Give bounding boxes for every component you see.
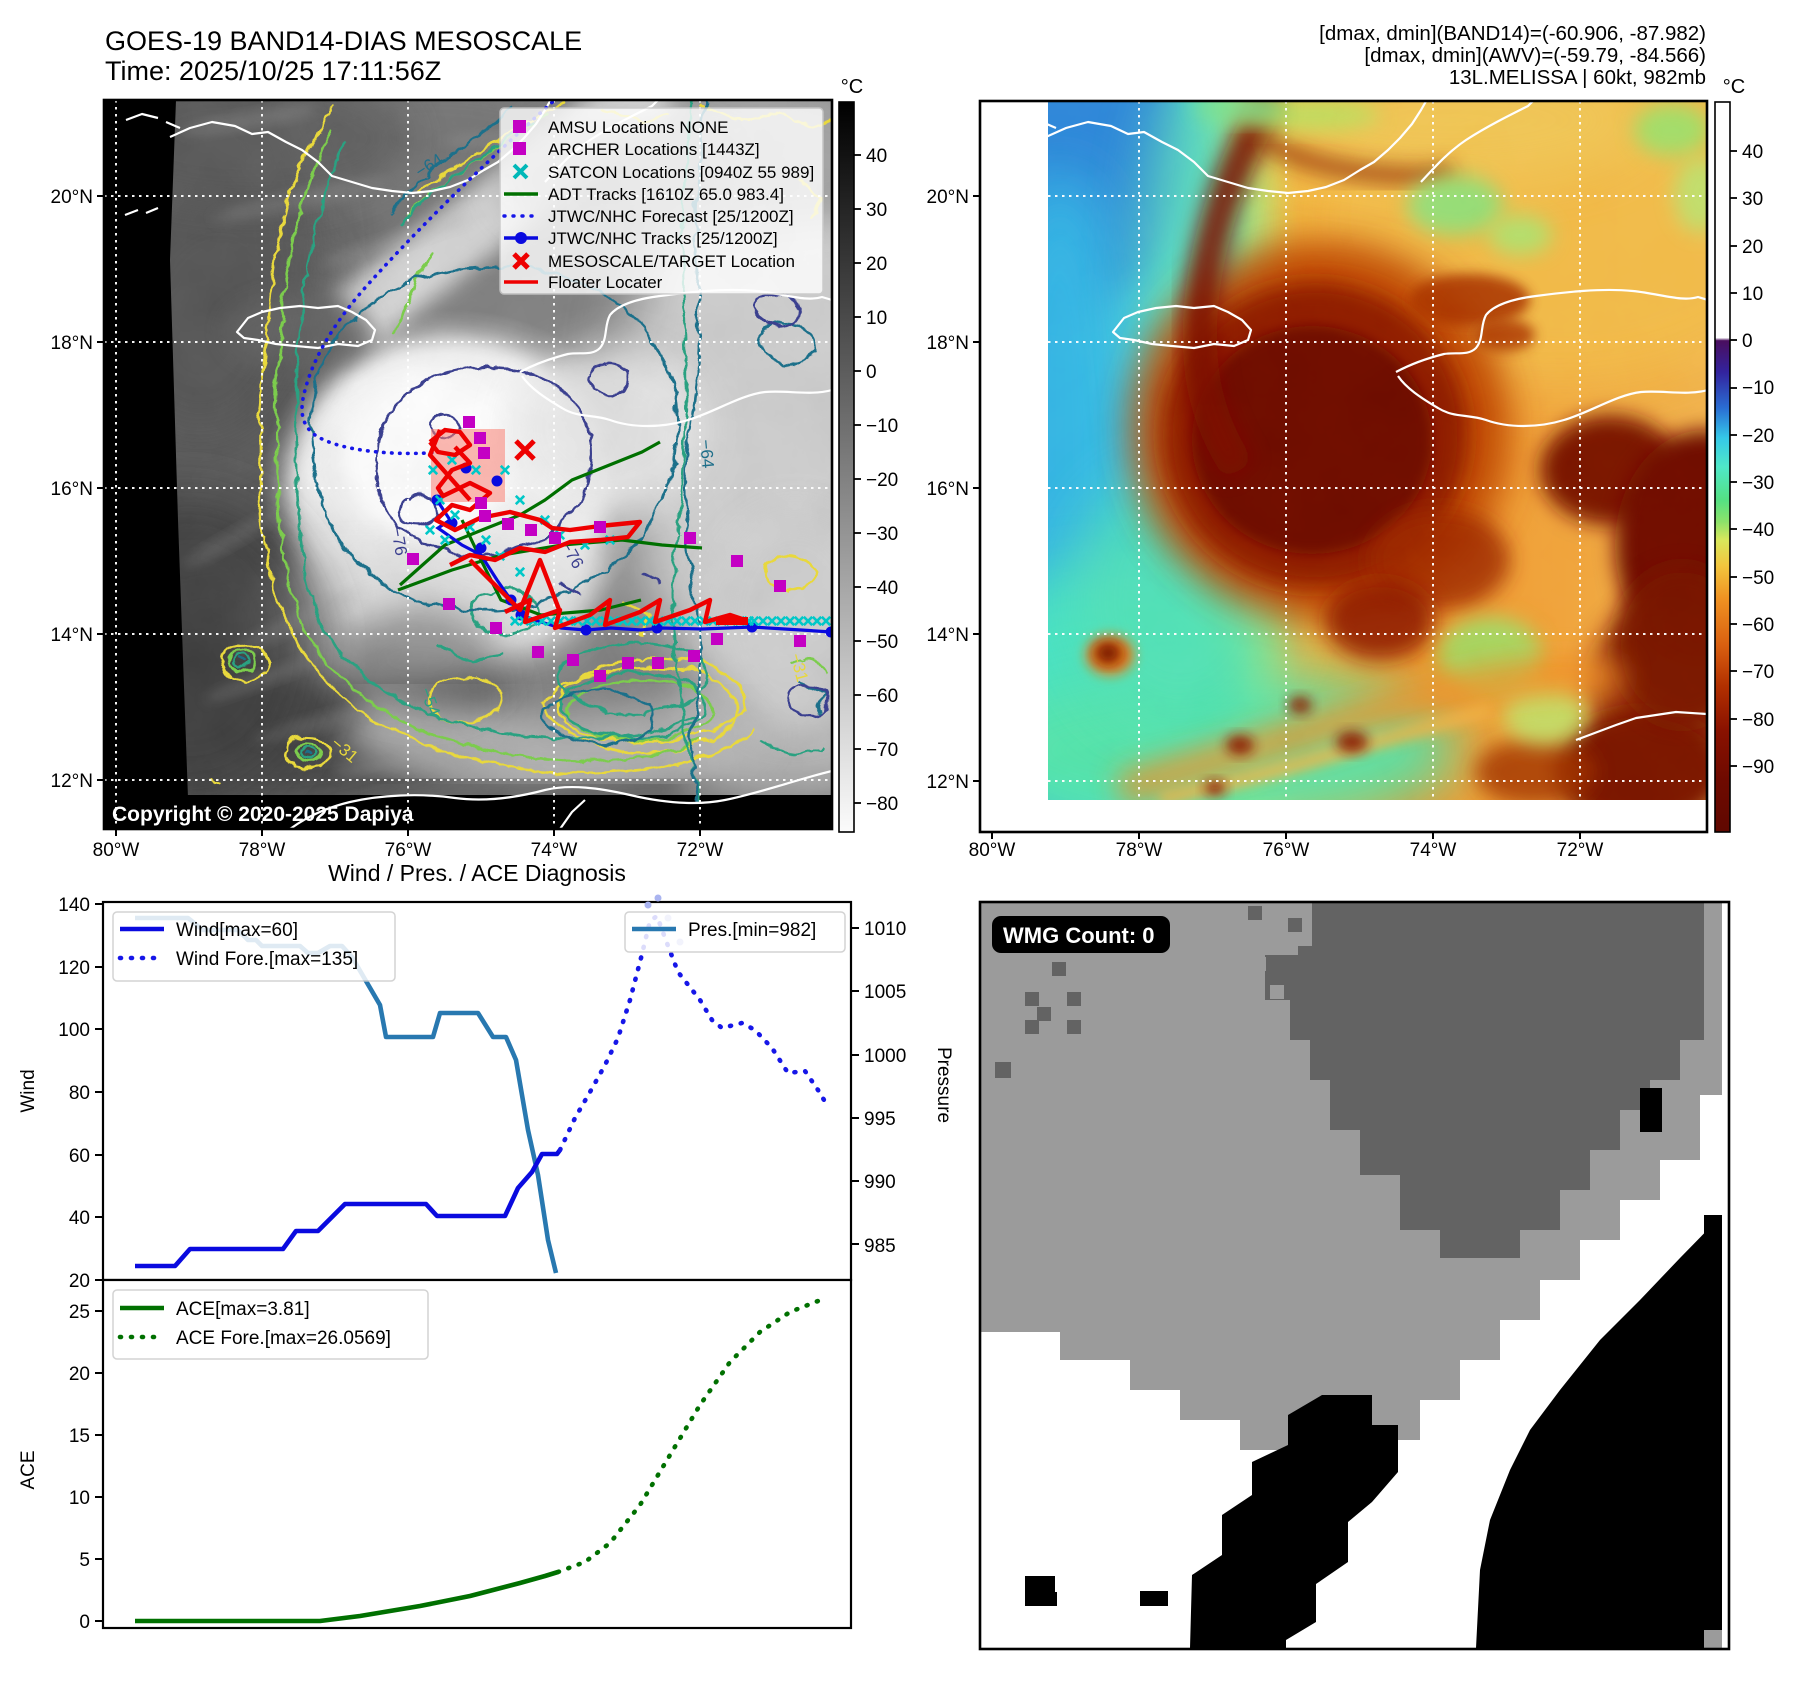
svg-text:−70: −70: [866, 740, 898, 761]
svg-text:80°W: 80°W: [93, 840, 140, 861]
svg-text:16°N: 16°N: [51, 479, 93, 500]
svg-text:78°W: 78°W: [239, 840, 286, 861]
svg-text:−50: −50: [1742, 568, 1774, 589]
svg-text:ARCHER Locations [1443Z]: ARCHER Locations [1443Z]: [548, 140, 760, 159]
svg-text:MESOSCALE/TARGET Location: MESOSCALE/TARGET Location: [548, 252, 795, 271]
svg-text:WMG Count: 0: WMG Count: 0: [1003, 923, 1155, 948]
svg-text:15: 15: [69, 1426, 90, 1447]
svg-text:SATCON Locations [0940Z 55 989: SATCON Locations [0940Z 55 989]: [548, 163, 814, 182]
svg-text:−10: −10: [866, 416, 898, 437]
svg-text:78°W: 78°W: [1116, 840, 1163, 861]
svg-text:72°W: 72°W: [1557, 840, 1604, 861]
svg-text:0: 0: [866, 362, 877, 383]
svg-text:JTWC/NHC Forecast [25/1200Z]: JTWC/NHC Forecast [25/1200Z]: [548, 207, 794, 226]
svg-text:Pressure: Pressure: [933, 1047, 954, 1123]
svg-text:18°N: 18°N: [927, 333, 969, 354]
svg-text:[dmax, dmin](BAND14)=(-60.906,: [dmax, dmin](BAND14)=(-60.906, -87.982): [1319, 22, 1706, 45]
svg-text:Pres.[min=982]: Pres.[min=982]: [688, 920, 816, 941]
svg-text:40: 40: [69, 1208, 90, 1229]
svg-text:1000: 1000: [864, 1046, 906, 1067]
svg-text:Wind: Wind: [18, 1069, 39, 1112]
svg-text:[dmax, dmin](AWV)=(-59.79, -84: [dmax, dmin](AWV)=(-59.79, -84.566): [1364, 44, 1706, 67]
svg-text:30: 30: [866, 200, 887, 221]
svg-text:990: 990: [864, 1172, 896, 1193]
svg-text:80: 80: [69, 1083, 90, 1104]
svg-text:Copyright © 2020-2025 Dapiya: Copyright © 2020-2025 Dapiya: [112, 803, 414, 826]
svg-text:−60: −60: [866, 686, 898, 707]
svg-text:72°W: 72°W: [677, 840, 724, 861]
svg-text:Wind / Pres. / ACE Diagnosis: Wind / Pres. / ACE Diagnosis: [328, 860, 626, 886]
svg-text:Time: 2025/10/25 17:11:56Z: Time: 2025/10/25 17:11:56Z: [105, 56, 441, 86]
svg-text:10: 10: [1742, 284, 1763, 305]
svg-text:76°W: 76°W: [1263, 840, 1310, 861]
svg-text:20: 20: [866, 254, 887, 275]
svg-text:74°W: 74°W: [531, 840, 578, 861]
svg-text:20°N: 20°N: [51, 187, 93, 208]
svg-text:13L.MELISSA | 60kt, 982mb: 13L.MELISSA | 60kt, 982mb: [1449, 66, 1706, 89]
svg-text:0: 0: [79, 1612, 90, 1633]
svg-text:−90: −90: [1742, 757, 1774, 778]
svg-text:12°N: 12°N: [51, 771, 93, 792]
svg-text:ACE Fore.[max=26.0569]: ACE Fore.[max=26.0569]: [176, 1328, 391, 1349]
svg-text:140: 140: [58, 895, 90, 916]
svg-text:995: 995: [864, 1109, 896, 1130]
svg-text:60: 60: [69, 1146, 90, 1167]
svg-text:12°N: 12°N: [927, 772, 969, 793]
svg-text:Wind[max=60]: Wind[max=60]: [176, 920, 298, 941]
svg-text:−40: −40: [1742, 520, 1774, 541]
svg-text:ACE[max=3.81]: ACE[max=3.81]: [176, 1299, 310, 1320]
svg-text:°C: °C: [841, 76, 863, 98]
svg-text:−50: −50: [866, 632, 898, 653]
svg-text:76°W: 76°W: [385, 840, 432, 861]
svg-text:20: 20: [1742, 237, 1763, 258]
svg-text:14°N: 14°N: [927, 625, 969, 646]
svg-text:74°W: 74°W: [1410, 840, 1457, 861]
svg-text:10: 10: [866, 308, 887, 329]
svg-text:1005: 1005: [864, 982, 906, 1003]
svg-text:Floater Locater: Floater Locater: [548, 273, 663, 292]
svg-text:20: 20: [69, 1364, 90, 1385]
svg-text:Wind Fore.[max=135]: Wind Fore.[max=135]: [176, 949, 358, 970]
svg-text:−30: −30: [866, 524, 898, 545]
svg-text:10: 10: [69, 1488, 90, 1509]
svg-text:−20: −20: [866, 470, 898, 491]
svg-text:−80: −80: [866, 794, 898, 815]
svg-text:120: 120: [58, 958, 90, 979]
svg-text:25: 25: [69, 1302, 90, 1323]
svg-text:18°N: 18°N: [51, 333, 93, 354]
svg-text:−64: −64: [696, 439, 717, 469]
svg-text:40: 40: [1742, 142, 1763, 163]
svg-text:80°W: 80°W: [969, 840, 1016, 861]
svg-text:−76: −76: [387, 525, 411, 557]
svg-text:40: 40: [866, 146, 887, 167]
svg-text:5: 5: [79, 1550, 90, 1571]
svg-text:0: 0: [1742, 331, 1753, 352]
svg-text:−30: −30: [1742, 473, 1774, 494]
svg-text:°C: °C: [1723, 76, 1745, 98]
svg-text:JTWC/NHC Tracks [25/1200Z]: JTWC/NHC Tracks [25/1200Z]: [548, 229, 778, 248]
svg-text:100: 100: [58, 1020, 90, 1041]
svg-text:−10: −10: [1742, 378, 1774, 399]
svg-text:20°N: 20°N: [927, 187, 969, 208]
svg-text:−20: −20: [1742, 426, 1774, 447]
svg-text:ACE: ACE: [18, 1450, 39, 1489]
svg-text:−40: −40: [866, 578, 898, 599]
svg-text:1010: 1010: [864, 919, 906, 940]
svg-text:−70: −70: [1742, 662, 1774, 683]
svg-text:ADT Tracks [1610Z 65.0 983.4]: ADT Tracks [1610Z 65.0 983.4]: [548, 185, 784, 204]
svg-text:14°N: 14°N: [51, 625, 93, 646]
svg-text:−60: −60: [1742, 615, 1774, 636]
svg-text:30: 30: [1742, 189, 1763, 210]
svg-text:GOES-19 BAND14-DIAS MESOSCALE: GOES-19 BAND14-DIAS MESOSCALE: [105, 26, 582, 56]
svg-text:AMSU Locations NONE: AMSU Locations NONE: [548, 118, 728, 137]
svg-text:20: 20: [69, 1271, 90, 1292]
svg-text:16°N: 16°N: [927, 479, 969, 500]
svg-text:985: 985: [864, 1236, 896, 1257]
svg-text:−80: −80: [1742, 710, 1774, 731]
